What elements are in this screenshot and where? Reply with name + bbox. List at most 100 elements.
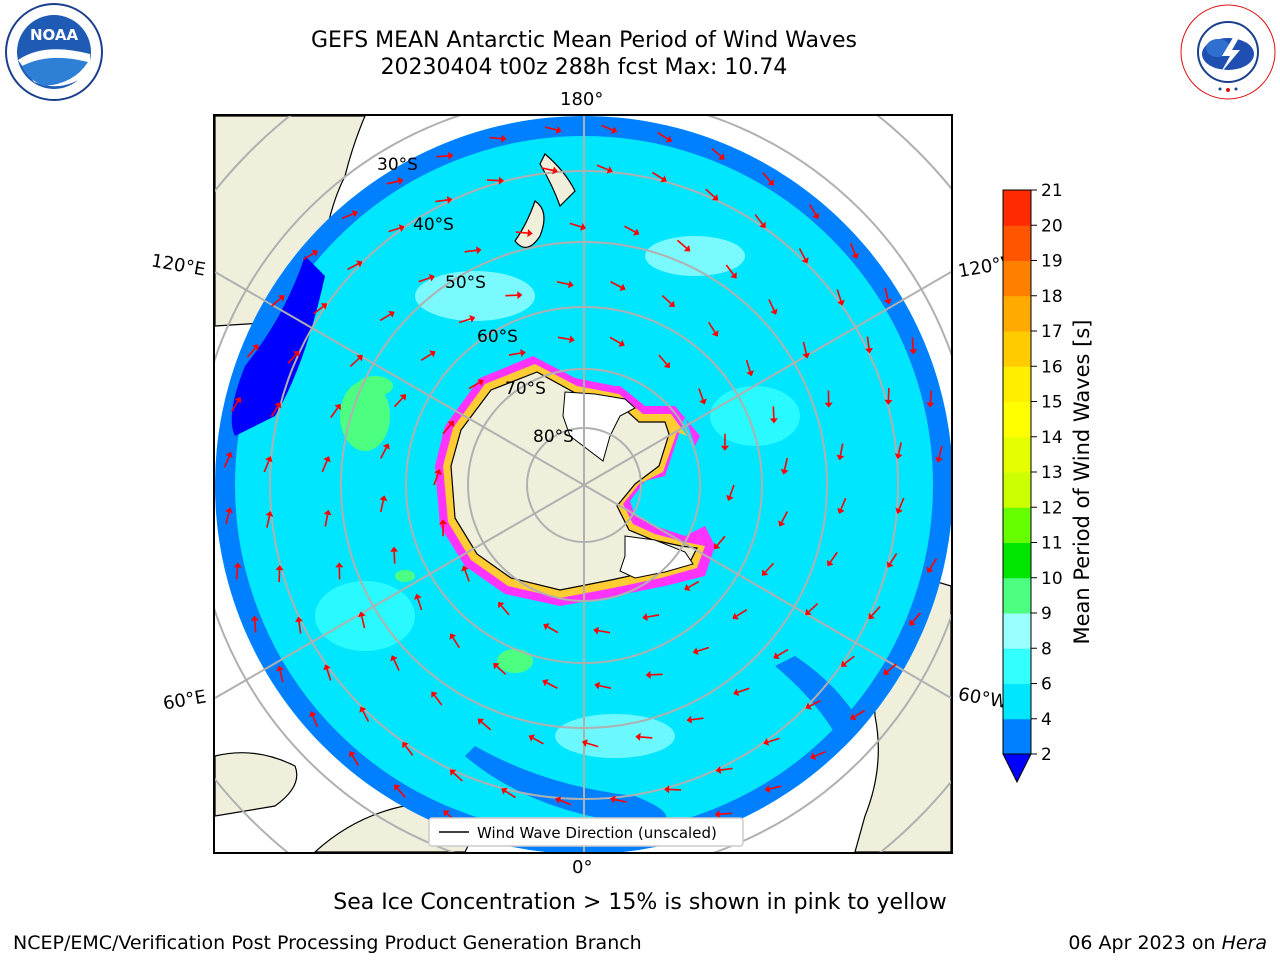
wind-wave-arrow-head: [837, 507, 845, 514]
colorbar-tick-label: 14: [1041, 428, 1063, 448]
wind-wave-arrow-head: [642, 613, 648, 621]
wind-wave-arrow-shaft: [278, 570, 281, 583]
wind-wave-arrow-head: [265, 511, 274, 517]
wind-wave-arrow-head: [773, 652, 780, 660]
noaa-logo-text: NOAA: [30, 26, 79, 44]
wind-wave-arrow-head: [865, 347, 873, 354]
wind-wave-arrow-shaft: [598, 629, 611, 634]
wind-wave-arrow-head: [567, 280, 574, 289]
wind-wave-arrow-head: [618, 339, 625, 347]
wind-wave-arrow-head: [884, 298, 892, 305]
wind-wave-arrow-shaft: [270, 406, 279, 418]
wind-wave-arrow-shaft: [772, 406, 775, 419]
wind-wave-arrow-shaft: [688, 580, 700, 589]
wind-wave-arrow-shaft: [849, 242, 856, 255]
wind-wave-arrow-head: [594, 681, 601, 690]
wind-wave-arrow-head: [555, 126, 562, 134]
wind-wave-arrow-head: [357, 611, 366, 618]
wind-wave-arrow-shaft: [809, 699, 821, 707]
wind-wave-arrow-head: [801, 257, 809, 264]
wind-wave-arrow-head: [569, 335, 575, 344]
wind-wave-arrow-head: [517, 291, 523, 300]
wind-wave-arrow-shaft: [897, 442, 902, 455]
wind-wave-arrow-head: [805, 608, 812, 616]
wind-wave-arrow-head: [225, 507, 233, 514]
wind-wave-arrow-head: [390, 546, 399, 552]
wind-wave-arrow-shaft: [737, 687, 750, 693]
wind-wave-arrow-shaft: [938, 445, 943, 458]
wind-wave-arrow-shaft: [754, 214, 764, 225]
colorbar: 2 4 6 8 9 10 11 12 13 14 15 16 17 18 19 20 21: [995, 181, 1085, 792]
wind-wave-arrow-shaft: [303, 252, 315, 261]
wind-wave-arrow-shaft: [313, 305, 324, 315]
wind-wave-arrow-head: [542, 679, 549, 687]
wind-wave-arrow-head: [580, 223, 587, 231]
wind-wave-arrow-head: [359, 706, 367, 713]
wind-wave-arrow-shaft: [853, 709, 865, 718]
wind-wave-arrow-head: [715, 766, 722, 774]
wind-wave-arrow-shaft: [912, 612, 922, 623]
colorbar-tick-label: 19: [1041, 252, 1063, 272]
wind-wave-arrow-shaft: [379, 500, 385, 513]
wind-wave-arrow-head: [692, 647, 699, 655]
wind-wave-arrow-head: [278, 295, 285, 302]
chart-title: GEFS MEAN Antarctic Mean Period of Wind …: [311, 28, 857, 53]
wind-wave-arrow-shaft: [435, 199, 448, 203]
colorbar-tick-label: 2: [1041, 745, 1052, 765]
wind-wave-arrow-shaft: [624, 225, 636, 233]
wind-wave-arrow-shaft: [452, 637, 461, 649]
wind-wave-arrow-head: [233, 562, 242, 568]
chart-subtitle: 20230404 t00z 288h fcst Max: 10.74: [380, 55, 788, 80]
wind-wave-arrow-shaft: [707, 321, 716, 333]
wind-wave-arrow-head: [498, 601, 505, 609]
wind-wave-arrow-shaft: [768, 299, 775, 311]
wind-wave-arrow-head: [926, 566, 934, 574]
wind-wave-arrow-shaft: [929, 558, 938, 570]
wind-wave-arrow-shaft: [418, 277, 431, 283]
wind-wave-arrow-head: [351, 210, 358, 218]
colorbar-segment: [1003, 295, 1031, 332]
wind-wave-arrow-shaft: [844, 655, 855, 665]
wind-wave-arrow-head: [356, 260, 363, 268]
wind-wave-arrow-head: [398, 224, 405, 232]
wind-wave-arrow-shaft: [388, 227, 401, 233]
wind-wave-arrow-head: [265, 456, 273, 463]
wind-wave-arrow-head: [431, 691, 438, 698]
wind-wave-arrow-head: [434, 469, 442, 476]
wind-wave-arrow-head: [663, 361, 670, 369]
colorbar-segment: [1003, 331, 1031, 367]
wind-wave-arrow-shaft: [287, 353, 297, 364]
wind-wave-arrow-shaft: [887, 387, 890, 400]
colorbar-segment: [1003, 472, 1031, 508]
wind-wave-arrow-head: [382, 443, 390, 450]
wind-wave-arrow-shaft: [442, 423, 452, 435]
wind-wave-arrow-head: [836, 454, 845, 461]
wind-wave-arrow-head: [883, 668, 890, 675]
wind-wave-arrow-head: [711, 194, 719, 201]
wind-wave-arrow-shaft: [324, 514, 329, 527]
wind-wave-arrow-head: [447, 420, 454, 428]
wind-wave-arrow-head: [664, 785, 670, 794]
colorbar-tick-label: 11: [1041, 534, 1063, 554]
wind-wave-arrow-head: [851, 252, 859, 259]
wind-wave-arrow-head: [334, 403, 341, 411]
wind-wave-arrow-shaft: [661, 294, 672, 305]
wind-wave-arrow-head: [379, 495, 388, 502]
wind-wave-arrow-shaft: [720, 767, 733, 771]
wind-wave-arrow-head: [501, 787, 508, 795]
colorbar-tick-label: 9: [1041, 604, 1052, 624]
wind-wave-arrow-head: [388, 310, 395, 318]
wind-wave-arrow-head: [812, 212, 820, 219]
wind-wave-arrow-shaft: [351, 754, 360, 766]
wind-wave-arrow-head: [311, 249, 318, 257]
lat-label-50: 50°S: [445, 273, 486, 293]
wind-wave-arrow-head: [633, 228, 640, 236]
wind-wave-arrow-shaft: [380, 447, 387, 459]
wind-wave-arrow-head: [810, 752, 817, 760]
wind-wave-arrow-head: [234, 396, 242, 404]
credit-right: 06 Apr 2023 on Hera: [1068, 932, 1267, 954]
wind-wave-arrow-shaft: [223, 456, 230, 468]
wind-wave-arrow-shaft: [829, 551, 838, 563]
wind-wave-arrow-head: [414, 593, 422, 600]
wind-wave-arrow-shaft: [711, 147, 722, 157]
